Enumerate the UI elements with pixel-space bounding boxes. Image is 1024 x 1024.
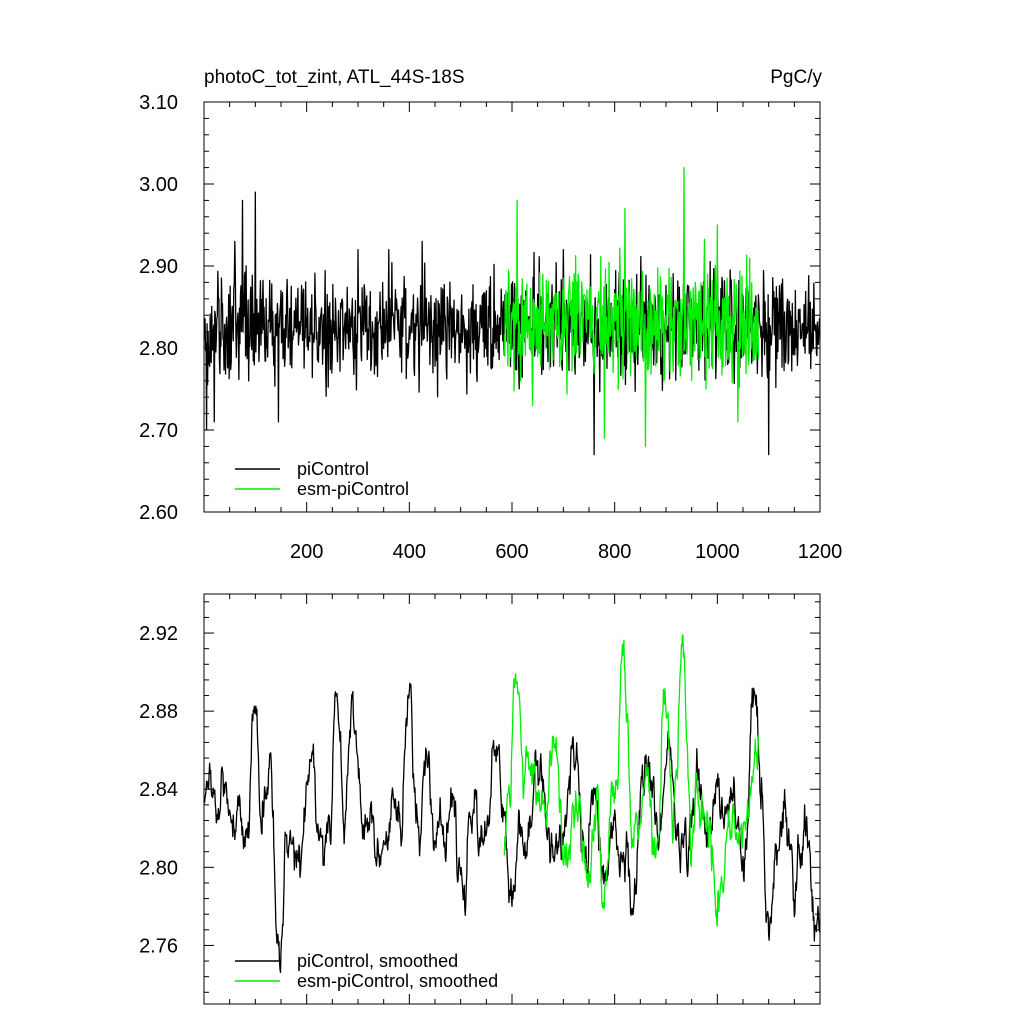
bottom-panel: 2.76 2.80 2.84 2.88 2.92 piControl, smoothed… xyxy=(139,593,821,1005)
top-series-layer xyxy=(203,166,821,456)
legend-label: esm-piControl, smoothed xyxy=(297,971,498,991)
bottom-ticks: 2.76 2.80 2.84 2.88 2.92 xyxy=(139,594,821,1004)
chart-title: photoC_tot_zint, ATL_44S-18S xyxy=(204,67,465,88)
y-tick-label: 2.90 xyxy=(139,256,178,278)
y-tick-label: 2.76 xyxy=(139,935,178,957)
y-tick-label: 2.84 xyxy=(139,779,178,801)
bottom-plot-frame xyxy=(203,593,821,1005)
x-tick-label: 200 xyxy=(290,541,323,563)
top-plot-frame xyxy=(203,101,821,513)
x-tick-label: 600 xyxy=(495,541,528,563)
y-tick-label: 3.10 xyxy=(139,92,178,114)
y-tick-label: 2.80 xyxy=(139,338,178,360)
bottom-series-layer xyxy=(203,634,821,974)
y-tick-label: 2.70 xyxy=(139,420,178,442)
top-ticks: 200 400 600 800 1000 1200 2.60 2.70 2.80 2.90 3.00… xyxy=(139,92,842,563)
y-tick-label: 2.60 xyxy=(139,502,178,524)
x-tick-label: 800 xyxy=(598,541,631,563)
legend-label: esm-piControl xyxy=(297,479,409,499)
y-tick-label: 2.92 xyxy=(139,623,178,645)
legend-label: piControl, smoothed xyxy=(297,951,458,971)
series-line-top-1 xyxy=(503,166,760,448)
series-line-bottom-1 xyxy=(503,634,760,927)
top-panel: photoC_tot_zint, ATL_44S-18S PgC/y 200 40… xyxy=(139,67,842,563)
y-tick-label: 2.88 xyxy=(139,701,178,723)
y-tick-label: 2.80 xyxy=(139,857,178,879)
x-tick-label: 1200 xyxy=(798,541,843,563)
units-label: PgC/y xyxy=(770,67,822,88)
y-tick-label: 3.00 xyxy=(139,174,178,196)
x-tick-label: 400 xyxy=(393,541,426,563)
series-line-bottom-0 xyxy=(203,682,821,974)
legend-label: piControl xyxy=(297,459,369,479)
x-tick-label: 1000 xyxy=(695,541,740,563)
